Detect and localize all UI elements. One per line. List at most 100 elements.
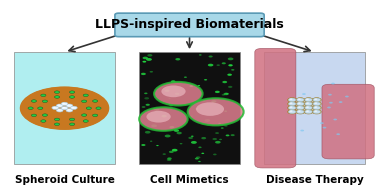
- Circle shape: [198, 85, 200, 86]
- Circle shape: [302, 93, 306, 95]
- Circle shape: [169, 126, 174, 128]
- Circle shape: [323, 127, 326, 129]
- Ellipse shape: [20, 86, 109, 130]
- Circle shape: [312, 106, 321, 110]
- Circle shape: [31, 114, 37, 117]
- FancyBboxPatch shape: [139, 52, 240, 164]
- Circle shape: [305, 98, 312, 102]
- Circle shape: [156, 145, 159, 146]
- Circle shape: [164, 89, 170, 92]
- Circle shape: [196, 156, 200, 158]
- Circle shape: [296, 102, 305, 106]
- Circle shape: [172, 149, 178, 152]
- Circle shape: [301, 130, 304, 131]
- Circle shape: [223, 93, 229, 95]
- Circle shape: [224, 111, 227, 112]
- Circle shape: [83, 94, 88, 97]
- Circle shape: [177, 132, 182, 134]
- Circle shape: [196, 102, 224, 116]
- Ellipse shape: [20, 87, 108, 130]
- Circle shape: [93, 114, 98, 117]
- Circle shape: [184, 77, 187, 78]
- Circle shape: [297, 98, 304, 102]
- Circle shape: [145, 131, 150, 134]
- Circle shape: [70, 91, 75, 93]
- FancyBboxPatch shape: [14, 52, 115, 164]
- Circle shape: [66, 109, 73, 112]
- Circle shape: [290, 102, 293, 104]
- Circle shape: [296, 98, 305, 102]
- Circle shape: [288, 98, 296, 102]
- Circle shape: [304, 98, 313, 102]
- Circle shape: [169, 98, 171, 99]
- Circle shape: [175, 58, 180, 60]
- Circle shape: [291, 107, 294, 108]
- Circle shape: [169, 151, 174, 153]
- Circle shape: [288, 106, 296, 110]
- Circle shape: [180, 143, 183, 144]
- Circle shape: [328, 94, 332, 96]
- Circle shape: [222, 81, 227, 83]
- Circle shape: [82, 114, 87, 116]
- FancyBboxPatch shape: [115, 13, 264, 37]
- Circle shape: [41, 94, 46, 97]
- Circle shape: [312, 110, 321, 114]
- Circle shape: [288, 98, 297, 102]
- Circle shape: [297, 106, 304, 110]
- Circle shape: [143, 57, 148, 59]
- Circle shape: [191, 115, 193, 117]
- Circle shape: [86, 107, 91, 109]
- Circle shape: [317, 111, 321, 113]
- Circle shape: [42, 114, 48, 116]
- Circle shape: [53, 107, 56, 108]
- Circle shape: [165, 135, 170, 137]
- FancyBboxPatch shape: [322, 84, 374, 159]
- Circle shape: [331, 83, 335, 84]
- Circle shape: [58, 109, 60, 110]
- Text: Cell Mimetics: Cell Mimetics: [150, 175, 229, 185]
- Circle shape: [296, 110, 305, 114]
- Circle shape: [144, 97, 149, 99]
- Circle shape: [227, 74, 232, 76]
- Text: Disease Therapy: Disease Therapy: [266, 175, 363, 185]
- Circle shape: [327, 107, 331, 108]
- Circle shape: [313, 106, 321, 110]
- Ellipse shape: [52, 102, 77, 114]
- Circle shape: [225, 93, 229, 95]
- Text: LLPS-inspired Biomaterials: LLPS-inspired Biomaterials: [95, 18, 284, 31]
- Circle shape: [72, 107, 74, 108]
- Circle shape: [313, 102, 321, 106]
- Circle shape: [313, 98, 316, 100]
- Circle shape: [313, 110, 321, 114]
- Circle shape: [168, 103, 170, 104]
- Circle shape: [212, 138, 217, 140]
- Circle shape: [198, 146, 201, 148]
- Circle shape: [304, 102, 313, 106]
- Circle shape: [313, 98, 321, 102]
- Circle shape: [288, 110, 297, 114]
- Circle shape: [215, 141, 221, 144]
- Circle shape: [228, 86, 232, 88]
- Circle shape: [339, 101, 342, 103]
- Circle shape: [71, 106, 77, 109]
- Circle shape: [305, 110, 312, 114]
- Circle shape: [314, 102, 317, 104]
- Ellipse shape: [40, 96, 89, 120]
- Circle shape: [222, 94, 225, 96]
- Circle shape: [320, 122, 324, 124]
- Circle shape: [219, 139, 222, 140]
- Ellipse shape: [46, 99, 83, 117]
- Circle shape: [153, 108, 160, 111]
- Circle shape: [218, 123, 221, 124]
- Circle shape: [54, 118, 60, 121]
- Circle shape: [204, 119, 210, 122]
- Circle shape: [144, 92, 147, 94]
- Circle shape: [290, 110, 293, 112]
- Circle shape: [296, 106, 305, 110]
- Circle shape: [306, 102, 309, 104]
- Circle shape: [146, 111, 171, 123]
- FancyBboxPatch shape: [255, 49, 296, 168]
- Circle shape: [290, 98, 293, 100]
- Circle shape: [189, 85, 193, 87]
- Circle shape: [213, 154, 217, 155]
